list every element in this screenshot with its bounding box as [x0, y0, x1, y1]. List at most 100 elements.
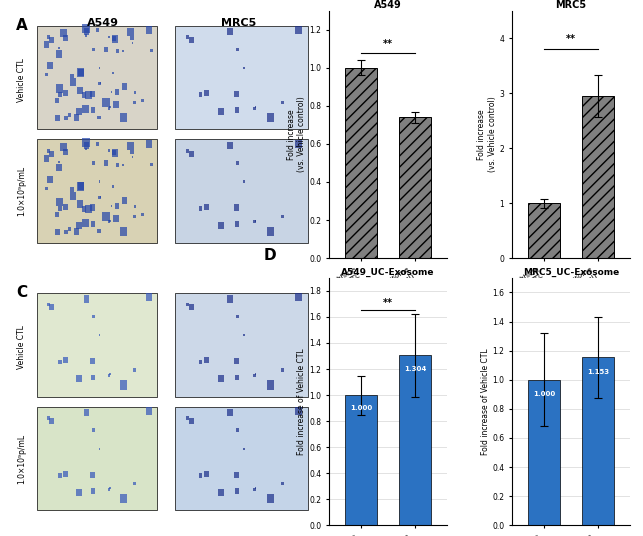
- Bar: [237, 428, 239, 432]
- Bar: [204, 90, 208, 96]
- Bar: [76, 489, 82, 496]
- Bar: [186, 149, 189, 153]
- Bar: [199, 360, 203, 364]
- Text: MRC5: MRC5: [221, 18, 257, 28]
- Bar: [146, 407, 152, 415]
- Bar: [133, 368, 136, 371]
- Bar: [85, 205, 91, 213]
- Bar: [78, 69, 84, 76]
- Bar: [295, 140, 302, 148]
- Bar: [189, 304, 194, 310]
- Bar: [244, 448, 245, 450]
- Bar: [219, 375, 224, 382]
- Bar: [55, 228, 60, 235]
- Bar: [204, 204, 208, 210]
- Bar: [266, 494, 274, 503]
- Bar: [116, 49, 119, 53]
- Bar: [134, 205, 136, 208]
- Bar: [82, 92, 86, 98]
- Bar: [186, 35, 189, 39]
- Bar: [63, 35, 68, 41]
- Bar: [77, 200, 82, 207]
- Bar: [63, 358, 68, 363]
- Bar: [133, 101, 136, 105]
- Bar: [58, 473, 62, 478]
- Bar: [133, 215, 136, 218]
- Bar: [98, 116, 101, 120]
- Bar: [109, 220, 111, 222]
- Bar: [84, 409, 89, 416]
- Bar: [37, 26, 158, 130]
- Y-axis label: Fold increase of Vehicle CTL: Fold increase of Vehicle CTL: [298, 348, 307, 455]
- Bar: [100, 196, 102, 198]
- Bar: [127, 28, 134, 36]
- Bar: [77, 68, 84, 77]
- Bar: [102, 98, 109, 107]
- Bar: [76, 108, 82, 115]
- Bar: [102, 212, 109, 221]
- Bar: [255, 220, 257, 222]
- Bar: [108, 374, 111, 377]
- Bar: [141, 99, 144, 102]
- Bar: [120, 381, 127, 390]
- Bar: [132, 155, 133, 158]
- Text: **: **: [383, 298, 393, 308]
- Bar: [93, 161, 95, 165]
- Bar: [47, 35, 50, 39]
- Bar: [176, 293, 308, 397]
- Bar: [90, 358, 95, 364]
- Bar: [111, 91, 113, 93]
- Bar: [528, 380, 560, 525]
- Bar: [108, 107, 111, 110]
- Bar: [56, 198, 63, 206]
- Bar: [82, 105, 89, 114]
- Bar: [150, 162, 152, 166]
- Bar: [219, 489, 224, 496]
- Bar: [47, 303, 50, 307]
- Bar: [282, 215, 284, 218]
- Bar: [132, 42, 133, 44]
- Bar: [219, 108, 224, 115]
- Bar: [227, 142, 233, 149]
- Bar: [58, 360, 62, 364]
- Bar: [93, 48, 95, 51]
- Bar: [108, 220, 111, 224]
- Text: A549: A549: [87, 18, 119, 28]
- Text: 1.000: 1.000: [350, 406, 372, 412]
- Bar: [189, 37, 194, 43]
- Bar: [56, 84, 63, 93]
- Bar: [282, 482, 284, 486]
- Bar: [235, 488, 239, 494]
- Bar: [244, 66, 245, 69]
- Bar: [70, 192, 76, 200]
- Bar: [237, 161, 239, 165]
- Text: C: C: [16, 285, 27, 300]
- Bar: [112, 185, 114, 188]
- Bar: [99, 334, 100, 336]
- Bar: [146, 140, 152, 148]
- Bar: [255, 106, 257, 108]
- Bar: [113, 215, 118, 222]
- Bar: [399, 355, 431, 525]
- Bar: [219, 222, 224, 229]
- Bar: [84, 28, 89, 35]
- Bar: [55, 115, 60, 121]
- Title: MRC5: MRC5: [556, 0, 586, 10]
- Text: Vehicle CTL: Vehicle CTL: [17, 325, 26, 369]
- Bar: [199, 206, 203, 211]
- Bar: [58, 206, 62, 211]
- Bar: [112, 150, 116, 155]
- Text: 1.0×10⁹p/mL: 1.0×10⁹p/mL: [17, 434, 26, 483]
- Bar: [253, 488, 256, 490]
- Y-axis label: Fold increase of Vehicle CTL: Fold increase of Vehicle CTL: [480, 348, 489, 455]
- Bar: [74, 228, 79, 235]
- Bar: [133, 482, 136, 486]
- Bar: [176, 26, 308, 130]
- Bar: [59, 47, 60, 49]
- Text: 1.0×10⁹p/mL: 1.0×10⁹p/mL: [17, 166, 26, 217]
- Bar: [253, 374, 256, 377]
- Bar: [345, 68, 377, 258]
- Bar: [109, 106, 111, 108]
- Bar: [50, 304, 55, 310]
- Bar: [56, 50, 62, 57]
